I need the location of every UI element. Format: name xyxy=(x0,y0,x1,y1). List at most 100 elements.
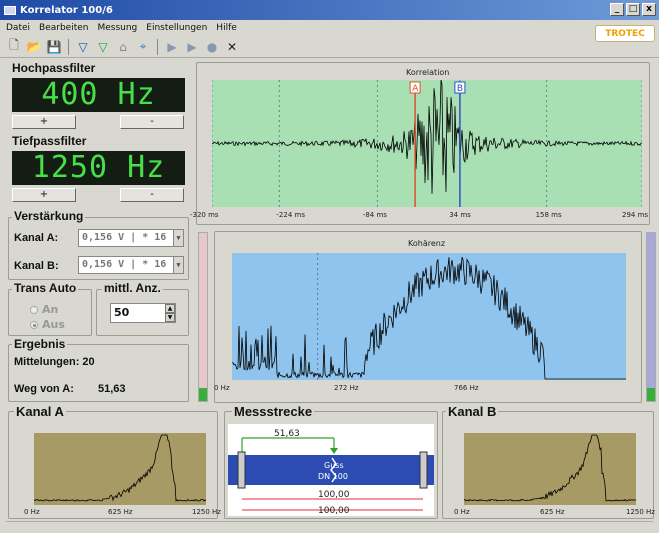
chart-icon[interactable]: ⌂ xyxy=(119,39,127,54)
sensor-b-icon xyxy=(419,451,428,489)
marker-b-label: B xyxy=(457,84,463,94)
x-tick-label: 34 ms xyxy=(449,211,471,219)
mittl-spinner[interactable]: 50 ▲ ▼ xyxy=(110,303,176,323)
kanal-b-panel xyxy=(442,411,654,519)
korrelation-series xyxy=(212,80,642,194)
mittelungen-text: Mittelungen: 20 xyxy=(14,356,95,368)
verstaerkung-title: Verstärkung xyxy=(12,209,86,223)
filter-green-icon[interactable]: ▽ xyxy=(98,39,108,54)
stop-icon[interactable]: ✕ xyxy=(226,39,238,54)
hochpass-minus-button[interactable]: - xyxy=(120,115,184,129)
x-tick-label: 0 Hz xyxy=(454,508,470,516)
level-meter-left xyxy=(198,232,208,402)
kanal-a-gain-select[interactable]: 0,156 V | * 16 ▼ xyxy=(78,229,184,247)
x-tick-label: 766 Hz xyxy=(454,384,479,392)
x-tick-label: 0 Hz xyxy=(214,384,230,392)
kanal-a-plot[interactable] xyxy=(34,433,206,505)
crosshair-icon[interactable]: ⌖ xyxy=(139,39,147,53)
toolbar-separator xyxy=(157,38,158,55)
length-2-label: 100,00 xyxy=(318,506,350,516)
x-tick-label: 625 Hz xyxy=(540,508,565,516)
ergebnis-group xyxy=(8,344,189,402)
trans-aus-radio[interactable]: Aus xyxy=(30,318,65,331)
pipe-diameter: DN 100 xyxy=(318,472,348,481)
marker-a-tag[interactable] xyxy=(409,81,421,94)
kanal-b-plot[interactable] xyxy=(464,433,636,505)
new-icon[interactable]: 🗋 xyxy=(9,38,19,52)
kohaerenz-bg xyxy=(232,253,626,380)
menu-datei[interactable]: Datei xyxy=(6,23,31,33)
trans-an-label: An xyxy=(42,303,59,316)
kanal-b-bg xyxy=(464,433,636,505)
x-tick-label: 158 ms xyxy=(535,211,562,219)
tiefpass-title: Tiefpassfilter xyxy=(12,134,87,148)
x-tick-label: 272 Hz xyxy=(334,384,359,392)
weg-value: 51,63 xyxy=(98,383,126,395)
x-tick-label: -84 ms xyxy=(362,211,387,219)
x-tick-label: 294 ms xyxy=(622,211,649,219)
radio-selected-icon xyxy=(30,320,38,329)
hochpass-plus-button[interactable]: + xyxy=(12,115,76,129)
app-icon xyxy=(4,5,16,15)
level-meter-left-fill xyxy=(199,387,207,401)
kanal-b-gain-select[interactable]: 0,156 V | * 16 ▼ xyxy=(78,256,184,274)
open-icon[interactable]: 📂 xyxy=(26,39,42,54)
x-tick-label: 1250 Hz xyxy=(192,508,221,516)
x-tick-label: -224 ms xyxy=(276,211,305,219)
tiefpass-display: 1250 Hz xyxy=(12,151,185,185)
kanal-a-panel xyxy=(8,411,218,519)
step-icon[interactable]: ▶ xyxy=(187,39,197,54)
window-title: Korrelator 100/6 xyxy=(20,4,113,16)
mittl-value: 50 xyxy=(114,306,130,319)
korrelation-title: Korrelation xyxy=(406,68,450,77)
menu-bearbeiten[interactable]: Bearbeiten xyxy=(39,23,89,33)
kanal-a-gain-label: Kanal A: xyxy=(14,232,59,244)
tiefpass-plus-button[interactable]: + xyxy=(12,188,76,202)
kohaerenz-plot[interactable] xyxy=(232,253,626,380)
minimize-button[interactable]: _ xyxy=(610,3,624,16)
radio-icon xyxy=(30,305,38,314)
save-icon[interactable]: 💾 xyxy=(46,39,62,54)
x-tick-label: 625 Hz xyxy=(108,508,133,516)
title-bar: Korrelator 100/6 _ □ x xyxy=(0,0,659,20)
trans-an-radio[interactable]: An xyxy=(30,303,58,316)
messstrecke-panel xyxy=(224,411,438,519)
menu-einstellungen[interactable]: Einstellungen xyxy=(146,23,208,33)
messstrecke-diagram: 51,63 Guss DN 100 100,00 100,00 xyxy=(228,424,434,516)
ergebnis-title: Ergebnis xyxy=(12,337,68,351)
kohaerenz-title: Kohärenz xyxy=(408,239,446,248)
menu-hilfe[interactable]: Hilfe xyxy=(216,23,237,33)
menu-messung[interactable]: Messung xyxy=(97,23,138,33)
chevron-down-icon[interactable]: ▼ xyxy=(173,230,183,246)
korrelation-plot[interactable]: A B xyxy=(212,80,642,207)
maximize-button[interactable]: □ xyxy=(626,3,640,16)
spin-up-icon[interactable]: ▲ xyxy=(165,304,175,313)
tiefpass-minus-button[interactable]: - xyxy=(120,188,184,202)
length-1-label: 100,00 xyxy=(318,490,350,500)
x-tick-label: 1250 Hz xyxy=(626,508,655,516)
x-tick-label: -320 ms xyxy=(190,211,219,219)
marker-b-tag[interactable] xyxy=(454,81,466,94)
status-bar xyxy=(6,521,653,532)
chevron-down-icon[interactable]: ▼ xyxy=(173,257,183,273)
menu-bar: Datei Bearbeiten Messung Einstellungen H… xyxy=(0,20,659,36)
filter-icon[interactable]: ▽ xyxy=(78,39,88,54)
trotec-logo: TROTEC xyxy=(595,25,655,42)
hochpass-title: Hochpassfilter xyxy=(12,61,96,75)
record-icon[interactable]: ● xyxy=(206,39,218,54)
close-button[interactable]: x xyxy=(642,3,656,16)
verstaerkung-group xyxy=(8,217,189,280)
weg-label: Weg von A: xyxy=(14,383,74,395)
kanal-b-title: Kanal B xyxy=(446,404,499,419)
play-icon[interactable]: ▶ xyxy=(167,39,177,54)
kanal-a-title: Kanal A xyxy=(14,404,66,419)
trans-auto-title: Trans Auto xyxy=(12,281,79,295)
sensor-a-icon xyxy=(237,451,246,489)
kanal-b-series xyxy=(464,434,636,502)
kanal-a-bg xyxy=(34,433,206,505)
kanal-b-gain-value: 0,156 V | * 16 xyxy=(82,259,167,270)
messstrecke-title: Messstrecke xyxy=(232,404,315,419)
spin-down-icon[interactable]: ▼ xyxy=(165,313,175,322)
level-meter-right-fill xyxy=(647,387,655,401)
kanal-b-gain-label: Kanal B: xyxy=(14,260,59,272)
